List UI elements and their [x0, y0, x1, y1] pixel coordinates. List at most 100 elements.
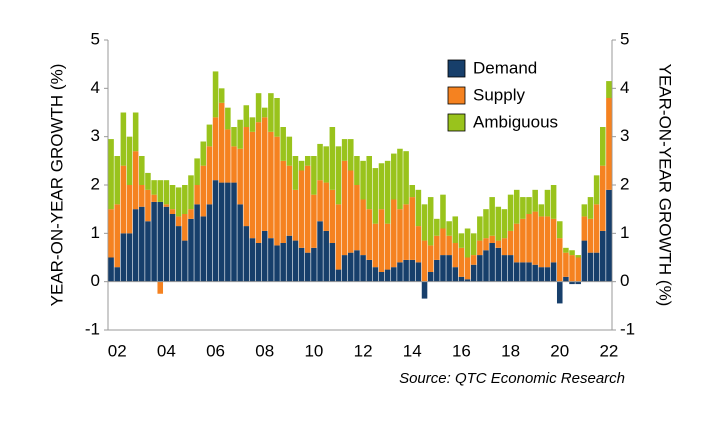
bar-segment — [286, 165, 293, 236]
x-tick-label: 02 — [108, 341, 127, 360]
bar-segment — [292, 156, 299, 190]
x-tick-label: 14 — [403, 341, 422, 360]
bar-segment — [132, 151, 139, 210]
bar-segment — [329, 127, 336, 190]
bar-segment — [139, 206, 145, 282]
bar-segment — [317, 221, 323, 282]
bar-segment — [132, 112, 139, 152]
bar-segment — [268, 93, 274, 132]
bar-segment — [489, 197, 495, 236]
y-tick-label: 0 — [91, 271, 100, 290]
bar-segment — [218, 88, 225, 103]
bar-segment — [507, 255, 514, 282]
bar-segment — [470, 264, 477, 282]
bar-segment — [415, 262, 422, 282]
bar-segment — [384, 223, 391, 270]
bar-segment — [606, 98, 612, 190]
bar-segment — [360, 255, 366, 282]
bar-segment — [483, 238, 489, 251]
bar-segment — [544, 216, 551, 268]
bar-segment — [575, 255, 581, 258]
x-tick-label: 20 — [550, 341, 569, 360]
y2-tick-label: 4 — [620, 78, 629, 97]
bar-segment — [182, 214, 188, 241]
bar-segment — [120, 233, 127, 282]
bar-segment — [255, 93, 262, 123]
bar-segment — [550, 185, 557, 219]
bar-segment — [593, 175, 600, 205]
bar-segment — [544, 267, 551, 282]
y-tick-label: 3 — [91, 126, 100, 145]
bar-segment — [501, 238, 508, 256]
bar-segment — [452, 267, 459, 282]
bar-segment — [569, 281, 575, 285]
bar-segment — [139, 156, 145, 185]
bar-segment — [587, 218, 594, 253]
bar-segment — [538, 216, 545, 268]
bar-segment — [421, 240, 428, 282]
bar-segment — [120, 112, 127, 166]
bar-segment — [200, 141, 207, 166]
bar-segment — [575, 257, 581, 282]
bar-segment — [348, 170, 354, 253]
bar-segment — [335, 146, 342, 205]
legend-label: Supply — [473, 85, 525, 104]
bar-segment — [323, 230, 329, 282]
bar-segment — [550, 218, 557, 263]
bar-segment — [378, 163, 385, 210]
legend-label: Demand — [473, 58, 537, 77]
bar-segment — [458, 247, 465, 277]
legend-label: Ambiguous — [473, 112, 558, 131]
bar-segment — [120, 165, 127, 234]
y-tick-label: -1 — [85, 319, 100, 338]
bar-segment — [237, 148, 243, 205]
bar-segment — [427, 245, 434, 272]
bar-segment — [520, 218, 526, 263]
bar-segment — [464, 228, 471, 258]
bar-segment — [194, 204, 200, 282]
legend-swatch — [447, 59, 466, 78]
bar-segment — [581, 216, 588, 241]
bar-segment — [126, 185, 133, 234]
bar-segment — [169, 209, 176, 214]
bar-segment — [421, 204, 428, 241]
bar-segment — [563, 276, 569, 282]
bar-segment — [311, 247, 317, 282]
bar-segment — [237, 119, 243, 149]
bar-segment — [495, 240, 502, 248]
bar-segment — [501, 209, 508, 239]
bar-segment — [477, 240, 483, 256]
bar-segment — [268, 238, 274, 282]
x-tick-label: 22 — [599, 341, 618, 360]
bar-segment — [366, 156, 372, 210]
bar-segment — [274, 98, 280, 137]
bar-segment — [440, 255, 446, 282]
bar-segment — [286, 235, 293, 282]
bar-segment — [188, 175, 194, 210]
bar-segment — [188, 218, 194, 282]
bar-segment — [280, 243, 286, 282]
bar-segment — [495, 206, 502, 241]
bar-segment — [360, 160, 366, 200]
bar-segment — [427, 272, 434, 282]
bar-segment — [556, 238, 563, 282]
bar-segment — [194, 158, 200, 185]
bar-segment — [163, 180, 170, 205]
bar-segment — [384, 269, 391, 282]
bar-segment — [458, 233, 465, 248]
bar-segment — [169, 214, 176, 282]
bar-segment — [384, 160, 391, 224]
bar-segment — [409, 197, 416, 260]
bar-segment — [593, 252, 600, 282]
bar-segment — [600, 230, 606, 282]
bar-segment — [403, 259, 409, 282]
bar-segment — [587, 197, 594, 219]
bar-segment — [348, 252, 354, 282]
y-tick-label: 1 — [91, 223, 100, 242]
bar-segment — [440, 194, 446, 229]
bar-segment — [231, 182, 237, 282]
bar-segment — [348, 139, 354, 171]
bar-segment — [182, 185, 188, 214]
bar-segment — [317, 143, 323, 181]
bar-segment — [231, 127, 237, 147]
